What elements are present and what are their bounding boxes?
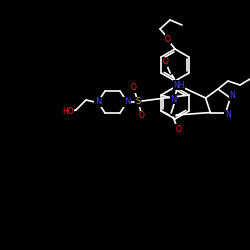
Text: N: N	[124, 98, 130, 106]
Text: N: N	[230, 92, 235, 100]
Text: S: S	[136, 98, 140, 106]
Text: O: O	[131, 84, 137, 92]
Text: O: O	[175, 124, 181, 134]
Text: O: O	[162, 58, 168, 66]
Text: N: N	[170, 94, 176, 104]
Text: N: N	[95, 98, 101, 106]
Text: O: O	[139, 112, 145, 120]
Text: O: O	[165, 34, 171, 43]
Text: NH: NH	[174, 80, 185, 90]
Text: HO: HO	[62, 108, 74, 116]
Text: N: N	[225, 110, 230, 119]
